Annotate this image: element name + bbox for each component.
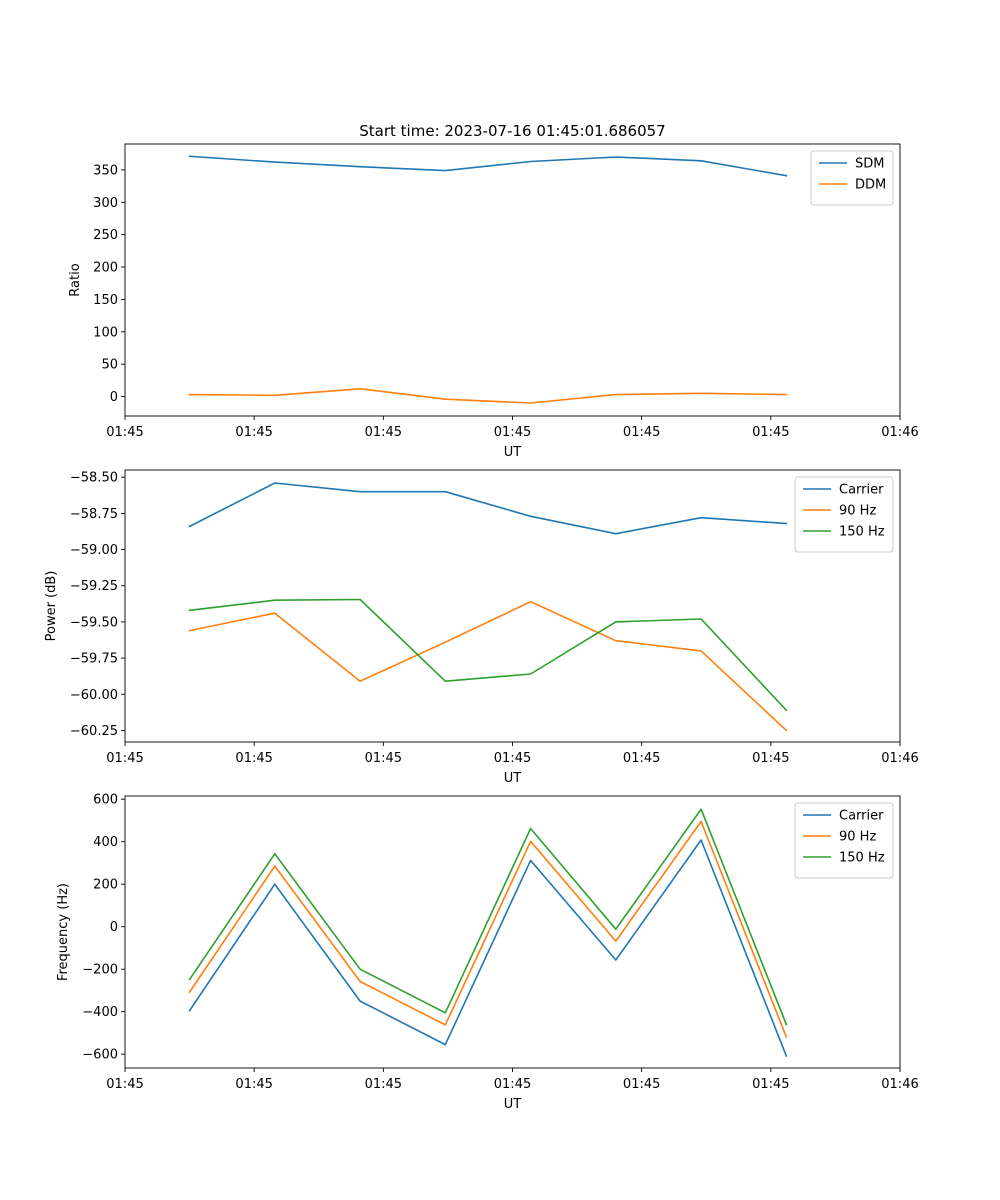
x-tick-label: 01:45	[235, 751, 272, 766]
x-tick-label: 01:45	[235, 425, 272, 440]
x-tick-label: 01:45	[365, 425, 402, 440]
x-tick-label: 01:45	[752, 751, 789, 766]
x-tick-label: 01:45	[623, 425, 660, 440]
series-line-150-hz	[188, 808, 788, 1026]
y-tick-label: 200	[93, 261, 118, 276]
y-tick-label: 100	[93, 325, 118, 340]
y-tick-label: −59.75	[70, 652, 118, 667]
legend-label: Carrier	[839, 483, 884, 498]
y-tick-label: −59.50	[70, 615, 118, 630]
y-tick-label: 200	[93, 878, 118, 893]
y-tick-label: 400	[93, 835, 118, 850]
y-tick-label: 0	[110, 390, 118, 405]
y-tick-label: −200	[82, 963, 118, 978]
x-tick-label: 01:45	[623, 1077, 660, 1092]
axes-frame	[124, 143, 901, 417]
x-tick-label: 01:45	[494, 1077, 531, 1092]
series-line-carrier	[188, 839, 788, 1057]
chart-1: Start time: 2023-07-16 01:45:01.68605701…	[68, 122, 919, 460]
x-tick-label: 01:45	[494, 425, 531, 440]
series-line-90-hz	[188, 820, 788, 1038]
y-tick-label: −60.25	[70, 724, 118, 739]
legend-label: SDM	[855, 157, 884, 172]
x-axis-label: UT	[504, 1097, 522, 1112]
x-tick-label: 01:45	[106, 425, 143, 440]
y-tick-label: 600	[93, 793, 118, 808]
series-line-carrier	[188, 482, 788, 535]
y-tick-label: 250	[93, 228, 118, 243]
y-tick-label: 350	[93, 163, 118, 178]
legend: SDM DDM	[810, 150, 894, 206]
legend: Carrier 90 Hz 150 Hz	[794, 476, 894, 553]
x-tick-label: 01:45	[106, 751, 143, 766]
chart-3: 01:45 01:45 01:45 01:45 01:45 01:45 01:46 −600 −…	[56, 793, 919, 1112]
legend-box	[794, 802, 894, 879]
series-line-ddm	[188, 387, 788, 404]
series-line-sdm	[188, 155, 788, 177]
axes-frame	[124, 469, 901, 743]
legend-label: 90 Hz	[839, 830, 876, 845]
x-tick-label: 01:46	[881, 751, 918, 766]
legend-label: 150 Hz	[839, 525, 885, 540]
chart-title: Start time: 2023-07-16 01:45:01.686057	[359, 122, 665, 140]
legend-label: 150 Hz	[839, 851, 885, 866]
chart-2: 01:45 01:45 01:45 01:45 01:45 01:45 01:46 −60.2…	[44, 469, 919, 786]
legend-label: DDM	[855, 178, 886, 193]
legend-box	[810, 150, 894, 206]
x-tick-label: 01:45	[235, 1077, 272, 1092]
x-tick-label: 01:45	[494, 751, 531, 766]
legend-label: Carrier	[839, 809, 884, 824]
x-tick-label: 01:45	[623, 751, 660, 766]
axes-frame	[124, 795, 901, 1069]
series-line-150-hz	[188, 598, 788, 712]
y-axis-label: Frequency (Hz)	[56, 883, 71, 981]
x-axis-label: UT	[504, 771, 522, 786]
legend: Carrier 90 Hz 150 Hz	[794, 802, 894, 879]
x-tick-label: 01:45	[365, 751, 402, 766]
x-tick-label: 01:45	[365, 1077, 402, 1092]
y-tick-label: −60.00	[70, 688, 118, 703]
y-tick-label: −59.00	[70, 543, 118, 558]
y-tick-label: −58.75	[70, 507, 118, 522]
y-tick-label: −59.25	[70, 579, 118, 594]
series-line-90-hz	[188, 600, 788, 732]
y-tick-label: 50	[101, 358, 118, 373]
y-tick-label: 150	[93, 293, 118, 308]
y-tick-label: −58.50	[70, 471, 118, 486]
x-tick-label: 01:45	[752, 425, 789, 440]
y-tick-label: −600	[82, 1048, 118, 1063]
x-tick-label: 01:46	[881, 1077, 918, 1092]
legend-box	[794, 476, 894, 553]
y-axis-label: Power (dB)	[44, 571, 59, 642]
y-tick-label: 0	[110, 920, 118, 935]
x-tick-label: 01:45	[752, 1077, 789, 1092]
x-axis-label: UT	[504, 445, 522, 460]
x-tick-label: 01:46	[881, 425, 918, 440]
y-axis-label: Ratio	[68, 263, 83, 296]
x-tick-label: 01:45	[106, 1077, 143, 1092]
y-tick-label: 300	[93, 196, 118, 211]
legend-label: 90 Hz	[839, 504, 876, 519]
y-tick-label: −400	[82, 1005, 118, 1020]
